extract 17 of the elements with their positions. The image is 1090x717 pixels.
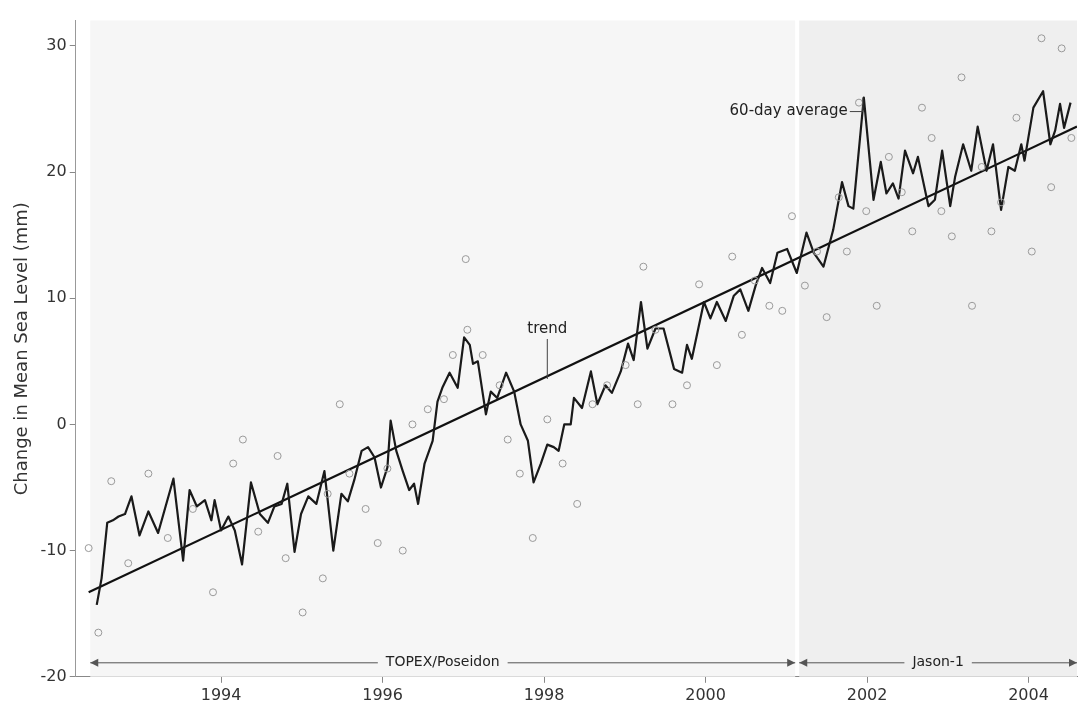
- y-tick-label: 30: [46, 34, 67, 54]
- x-tick-label: 2002: [846, 684, 888, 704]
- y-tick-label: -10: [40, 539, 67, 559]
- x-tick-label: 1996: [362, 684, 403, 704]
- annotation: trend: [527, 319, 568, 338]
- y-axis-title: Change in Mean Sea Level (mm): [10, 202, 32, 496]
- x-tick-label: 2004: [1008, 684, 1049, 704]
- band-label: Jason-1: [911, 653, 964, 670]
- y-tick-label: 10: [46, 287, 67, 307]
- band-label: TOPEX/Poseidon: [384, 653, 500, 670]
- y-tick-label: 20: [46, 161, 67, 181]
- x-tick-label: 1998: [523, 684, 565, 704]
- y-tick-label: 0: [56, 413, 67, 433]
- x-tick-label: 2000: [685, 684, 726, 704]
- x-tick-label: 1994: [200, 684, 242, 704]
- annotation: 60-day average: [729, 101, 848, 120]
- y-tick-label: -20: [40, 665, 67, 685]
